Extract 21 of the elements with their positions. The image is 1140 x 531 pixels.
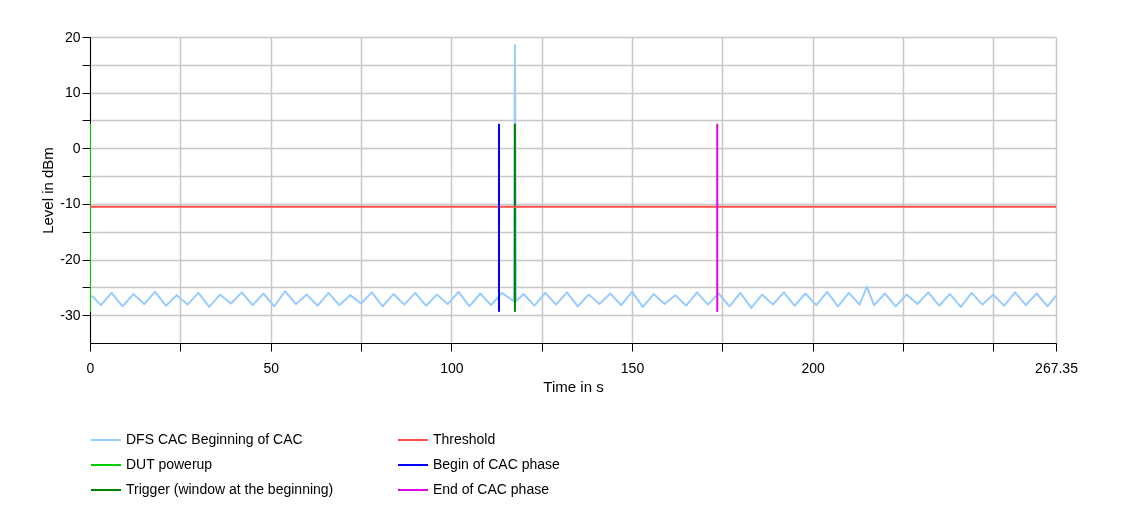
legend-label: DFS CAC Beginning of CAC bbox=[126, 431, 303, 447]
x-axis-title: Time in s bbox=[543, 377, 604, 395]
legend-label: Trigger (window at the beginning) bbox=[126, 481, 334, 497]
line-series bbox=[90, 44, 1056, 309]
legend-label: Begin of CAC phase bbox=[433, 456, 561, 472]
y-tick-label: 0 bbox=[72, 139, 81, 156]
y-tick-label: -20 bbox=[60, 251, 81, 268]
y-tick-label: 10 bbox=[64, 84, 81, 101]
legend-label: End of CAC phase bbox=[433, 481, 550, 497]
x-tick-label: 200 bbox=[801, 359, 826, 376]
legend-label: DUT powerup bbox=[126, 456, 213, 472]
x-tick-label: 100 bbox=[440, 359, 464, 376]
legend-label: Threshold bbox=[433, 431, 496, 447]
y-tick-label: 20 bbox=[64, 28, 81, 45]
y-tick-label: -10 bbox=[60, 195, 81, 212]
x-tick-label: 50 bbox=[263, 359, 280, 376]
x-tick-label: 267.35 bbox=[1035, 359, 1079, 376]
y-axis-title: Level in dBm bbox=[39, 147, 57, 234]
y-tick-label: -30 bbox=[60, 306, 81, 323]
x-tick-label: 150 bbox=[620, 359, 645, 376]
x-tick-label: 0 bbox=[86, 359, 95, 376]
